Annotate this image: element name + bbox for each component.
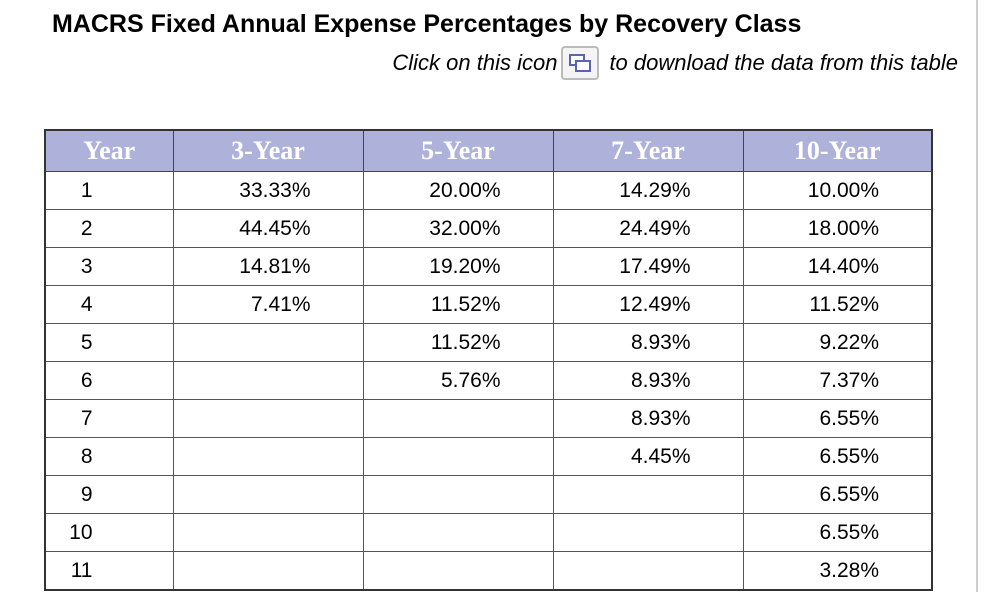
table-row: 5 11.52% 8.93% 9.22%	[44, 323, 933, 362]
table-cell: 6.55%	[742, 437, 933, 476]
macrs-table: Year 3-Year 5-Year 7-Year 10-Year 1 33.33% 20.…	[44, 129, 933, 591]
download-icon-glyph	[569, 54, 592, 72]
table-row: 1 33.33% 20.00% 14.29% 10.00%	[44, 171, 933, 210]
table-cell: 24.49%	[552, 209, 744, 248]
table-cell: 14.40%	[742, 247, 933, 286]
table-row: 4 7.41% 11.52% 12.49% 11.52%	[44, 285, 933, 324]
table-cell: 9.22%	[742, 323, 933, 362]
table-cell	[172, 323, 364, 362]
table-cell	[362, 437, 554, 476]
column-header: Year	[44, 129, 174, 172]
instruction-text: Click on this icon	[392, 50, 558, 75]
table-cell	[552, 475, 744, 514]
table-cell: 11.52%	[362, 323, 554, 362]
table-cell	[552, 513, 744, 552]
column-header: 7-Year	[552, 129, 744, 172]
table-cell: 3.28%	[742, 551, 933, 591]
table-cell: 6.55%	[742, 513, 933, 552]
download-icon[interactable]	[561, 46, 600, 80]
table-row: 2 44.45% 32.00% 24.49% 18.00%	[44, 209, 933, 248]
table-cell: 11	[44, 551, 174, 591]
table-cell: 14.81%	[172, 247, 364, 286]
table-cell	[172, 475, 364, 514]
table-cell: 17.49%	[552, 247, 744, 286]
table-cell: 8	[44, 437, 174, 476]
table-cell: 20.00%	[362, 171, 554, 210]
table-cell: 7.37%	[742, 361, 933, 400]
table-cell: 12.49%	[552, 285, 744, 324]
table-cell: 9	[44, 475, 174, 514]
table-cell: 6.55%	[742, 475, 933, 514]
table-row: 6 5.76% 8.93% 7.37%	[44, 361, 933, 400]
table-cell: 11.52%	[742, 285, 933, 324]
table-cell: 7.41%	[172, 285, 364, 324]
table-cell	[172, 513, 364, 552]
table-cell	[362, 475, 554, 514]
table-body: 1 33.33% 20.00% 14.29% 10.00% 2 44.45% 32.00% 24…	[44, 171, 933, 591]
table-row: 8 4.45% 6.55%	[44, 437, 933, 476]
table-cell	[172, 399, 364, 438]
table-cell: 14.29%	[552, 171, 744, 210]
table-cell: 19.20%	[362, 247, 554, 286]
table-row: 7 8.93% 6.55%	[44, 399, 933, 438]
header-row: Year 3-Year 5-Year 7-Year 10-Year	[44, 129, 933, 172]
table-cell: 7	[44, 399, 174, 438]
column-header: 3-Year	[172, 129, 364, 172]
title: MACRS Fixed Annual Expense Percentages b…	[52, 10, 802, 38]
instruction-text: to download the data from this table	[609, 50, 958, 75]
table-row: 9 6.55%	[44, 475, 933, 514]
table-cell: 8.93%	[552, 399, 744, 438]
table-cell: 32.00%	[362, 209, 554, 248]
table-cell: 1	[44, 171, 174, 210]
table-cell	[362, 513, 554, 552]
table-cell: 10	[44, 513, 174, 552]
table-cell: 5	[44, 323, 174, 362]
table-cell: 4	[44, 285, 174, 324]
table-row: 11 3.28%	[44, 551, 933, 591]
table-cell	[552, 551, 744, 591]
column-header: 5-Year	[362, 129, 554, 172]
column-header: 10-Year	[742, 129, 933, 172]
table-cell	[362, 551, 554, 591]
table-cell: 5.76%	[362, 361, 554, 400]
table-cell: 6	[44, 361, 174, 400]
table-cell: 6.55%	[742, 399, 933, 438]
table-cell: 44.45%	[172, 209, 364, 248]
table-cell: 10.00%	[742, 171, 933, 210]
table-cell: 11.52%	[362, 285, 554, 324]
table-cell	[172, 361, 364, 400]
table-cell: 3	[44, 247, 174, 286]
table-cell: 4.45%	[552, 437, 744, 476]
table-cell	[362, 399, 554, 438]
table-cell	[172, 437, 364, 476]
table-cell: 8.93%	[552, 323, 744, 362]
instruction: Click on this icon to download the data …	[392, 46, 958, 80]
table-cell: 2	[44, 209, 174, 248]
table-cell	[172, 551, 364, 591]
table-cell: 8.93%	[552, 361, 744, 400]
divider	[976, 0, 978, 592]
table-cell: 33.33%	[172, 171, 364, 210]
table-cell: 18.00%	[742, 209, 933, 248]
table-row: 10 6.55%	[44, 513, 933, 552]
table-row: 3 14.81% 19.20% 17.49% 14.40%	[44, 247, 933, 286]
